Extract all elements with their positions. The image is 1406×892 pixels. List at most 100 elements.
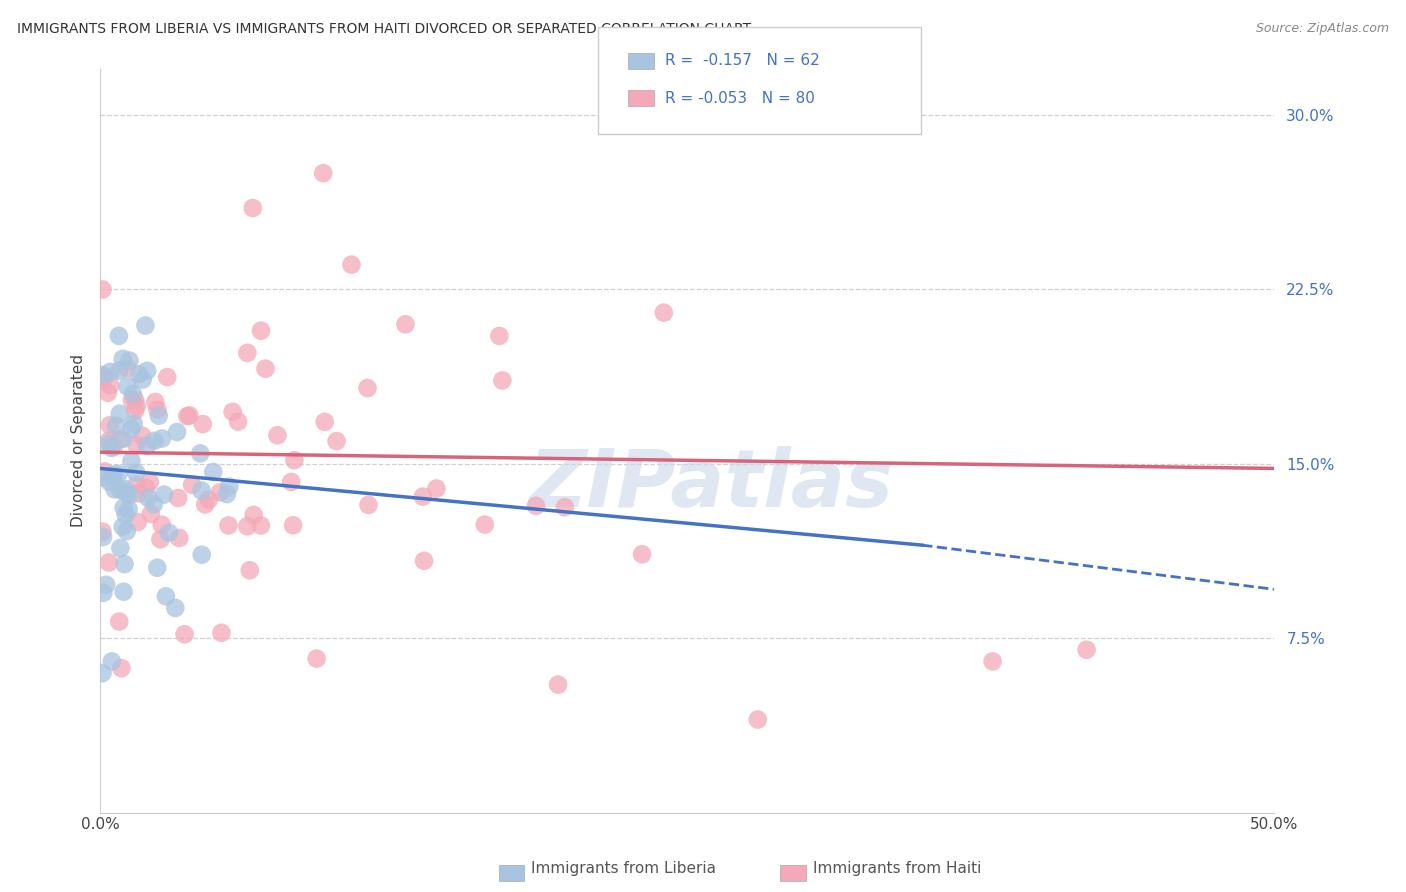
Point	[108, 483, 131, 497]
Point	[413, 554, 436, 568]
Point	[136, 364, 159, 378]
Point	[281, 518, 304, 533]
Point	[156, 370, 179, 384]
Point	[103, 440, 125, 454]
Point	[146, 402, 169, 417]
Point	[236, 519, 259, 533]
Point	[97, 556, 120, 570]
Text: R =  -0.157   N = 62: R = -0.157 N = 62	[665, 54, 820, 68]
Point	[202, 465, 225, 479]
Point	[118, 353, 141, 368]
Point	[631, 547, 654, 561]
Point	[266, 428, 288, 442]
Point	[425, 482, 447, 496]
Point	[179, 409, 201, 423]
Point	[491, 374, 513, 388]
Point	[218, 480, 240, 494]
Point	[110, 432, 132, 446]
Point	[135, 439, 157, 453]
Point	[122, 417, 145, 431]
Point	[98, 378, 121, 392]
Point	[250, 518, 273, 533]
Point	[91, 374, 114, 388]
Point	[103, 467, 125, 482]
Point	[143, 395, 166, 409]
Point	[135, 481, 157, 495]
Point	[124, 393, 146, 408]
Point	[93, 465, 115, 479]
Point	[167, 491, 190, 505]
Point	[283, 453, 305, 467]
Point	[120, 454, 142, 468]
Text: IMMIGRANTS FROM LIBERIA VS IMMIGRANTS FROM HAITI DIVORCED OR SEPARATED CORRELATI: IMMIGRANTS FROM LIBERIA VS IMMIGRANTS FR…	[17, 22, 751, 37]
Text: Source: ZipAtlas.com: Source: ZipAtlas.com	[1256, 22, 1389, 36]
Point	[128, 367, 150, 381]
Point	[120, 422, 142, 436]
Point	[114, 508, 136, 522]
Point	[125, 399, 148, 413]
Point	[118, 488, 141, 502]
Point	[93, 470, 115, 484]
Point	[103, 469, 125, 483]
Point	[108, 329, 131, 343]
Point	[112, 584, 135, 599]
Point	[112, 432, 135, 446]
Point	[239, 563, 262, 577]
Point	[153, 487, 176, 501]
Point	[108, 615, 131, 629]
Point	[488, 329, 510, 343]
Point	[91, 524, 114, 539]
Point	[236, 346, 259, 360]
Point	[412, 490, 434, 504]
Point	[166, 425, 188, 439]
Point	[110, 661, 132, 675]
Point	[91, 283, 114, 297]
Point	[474, 517, 496, 532]
Point	[357, 498, 380, 512]
Point	[96, 578, 118, 592]
Point	[242, 508, 264, 522]
Point	[139, 507, 162, 521]
Point	[91, 666, 114, 681]
Point	[97, 436, 120, 450]
Point	[125, 438, 148, 452]
Point	[103, 483, 125, 497]
Point	[115, 524, 138, 538]
Point	[325, 434, 347, 448]
Point	[108, 364, 131, 378]
Point	[121, 386, 143, 401]
Point	[139, 475, 162, 490]
Point	[148, 409, 170, 423]
Point	[98, 365, 121, 379]
Point	[108, 407, 131, 421]
Text: Immigrants from Liberia: Immigrants from Liberia	[531, 862, 717, 876]
Point	[142, 497, 165, 511]
Point	[111, 351, 134, 366]
Point	[340, 258, 363, 272]
Point	[121, 393, 143, 408]
Point	[150, 432, 173, 446]
Point	[254, 361, 277, 376]
Text: R = -0.053   N = 80: R = -0.053 N = 80	[665, 91, 815, 105]
Point	[394, 318, 416, 332]
Point	[155, 590, 177, 604]
Point	[524, 499, 547, 513]
Point	[107, 467, 129, 481]
Text: Immigrants from Haiti: Immigrants from Haiti	[813, 862, 981, 876]
Point	[98, 418, 121, 433]
Point	[97, 385, 120, 400]
Point	[98, 475, 121, 489]
Point	[131, 372, 153, 386]
Point	[221, 405, 243, 419]
Point	[181, 478, 204, 492]
Point	[312, 166, 335, 180]
Point	[218, 518, 240, 533]
Point	[93, 369, 115, 384]
Point	[134, 318, 156, 333]
Point	[101, 654, 124, 668]
Point	[125, 466, 148, 480]
Point	[117, 379, 139, 393]
Point	[146, 560, 169, 574]
Point	[198, 492, 221, 507]
Point	[125, 478, 148, 492]
